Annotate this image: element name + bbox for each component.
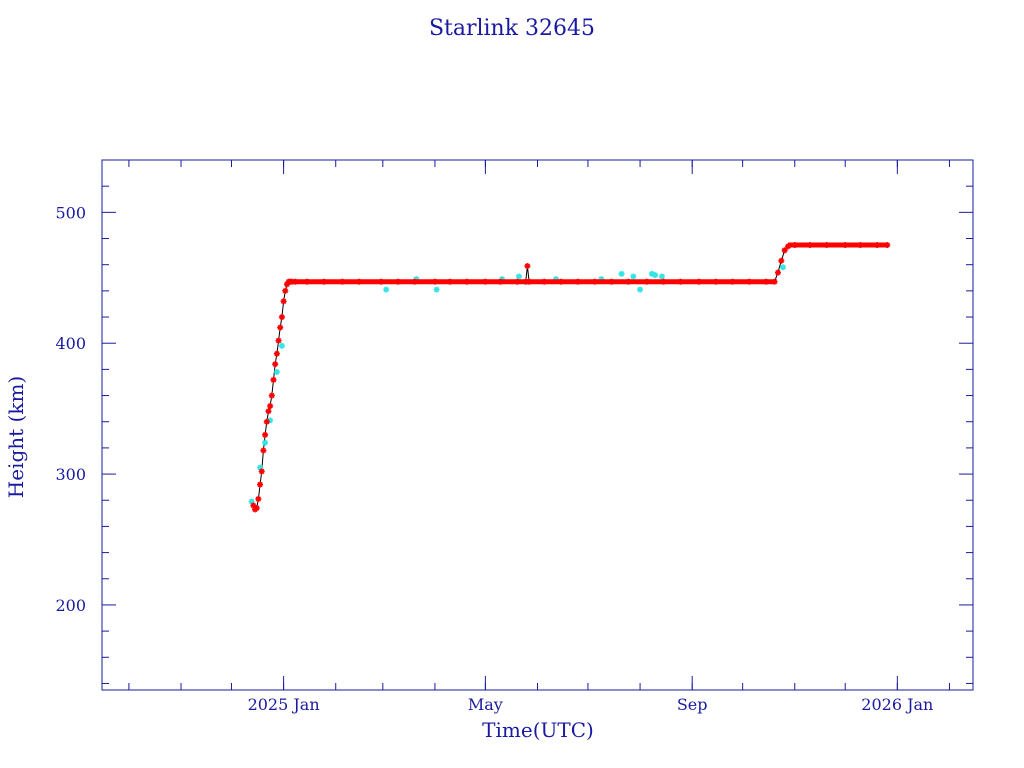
data-point bbox=[781, 247, 788, 254]
data-point bbox=[272, 361, 279, 368]
x-tick-label: Sep bbox=[677, 695, 708, 714]
data-point bbox=[257, 481, 264, 488]
trajectory-line bbox=[252, 244, 888, 511]
data-point-secondary bbox=[652, 272, 659, 279]
x-tick-label: 2026 Jan bbox=[861, 695, 933, 714]
data-point bbox=[268, 392, 275, 399]
chart-title: Starlink 32645 bbox=[428, 16, 596, 41]
data-point bbox=[255, 495, 262, 502]
data-point bbox=[778, 257, 785, 264]
data-point bbox=[277, 324, 284, 331]
y-tick-label: 300 bbox=[55, 465, 86, 484]
data-point bbox=[263, 418, 270, 425]
data-point bbox=[282, 287, 289, 294]
data-point-secondary bbox=[516, 273, 523, 280]
data-point bbox=[275, 337, 282, 344]
data-point bbox=[273, 350, 280, 357]
data-point-secondary bbox=[630, 273, 637, 280]
y-tick-label: 200 bbox=[55, 596, 86, 615]
data-point bbox=[262, 431, 269, 438]
axis-ticks: 200 300 400 500 2025 Jan May Sep 2026 Jan bbox=[55, 159, 973, 714]
data-point-secondary bbox=[262, 439, 269, 446]
y-tick-label: 400 bbox=[55, 334, 86, 353]
data-point-secondary bbox=[273, 369, 280, 375]
series-line bbox=[252, 244, 888, 511]
data-point bbox=[524, 263, 531, 269]
data-point-secondary bbox=[637, 286, 644, 293]
x-tick-label: May bbox=[468, 695, 503, 714]
data-point-secondary bbox=[779, 264, 786, 271]
data-point-secondary bbox=[278, 342, 285, 349]
data-point bbox=[278, 314, 285, 321]
data-point bbox=[253, 505, 260, 512]
data-point bbox=[774, 269, 781, 276]
data-point bbox=[270, 376, 277, 383]
data-markers bbox=[248, 242, 891, 513]
data-point-secondary bbox=[618, 270, 625, 277]
data-point bbox=[280, 298, 287, 305]
data-point bbox=[260, 447, 267, 454]
x-tick-label: 2025 Jan bbox=[248, 695, 320, 714]
y-axis-label: Height (km) bbox=[4, 375, 28, 499]
data-point-secondary bbox=[383, 286, 390, 293]
plot-frame bbox=[101, 159, 974, 691]
data-point-secondary bbox=[433, 286, 440, 293]
data-point-secondary bbox=[658, 273, 665, 280]
y-tick-label: 500 bbox=[55, 203, 86, 222]
data-point bbox=[265, 408, 272, 415]
data-point bbox=[258, 468, 265, 475]
x-axis-label: Time(UTC) bbox=[482, 718, 594, 742]
data-point bbox=[267, 403, 274, 410]
